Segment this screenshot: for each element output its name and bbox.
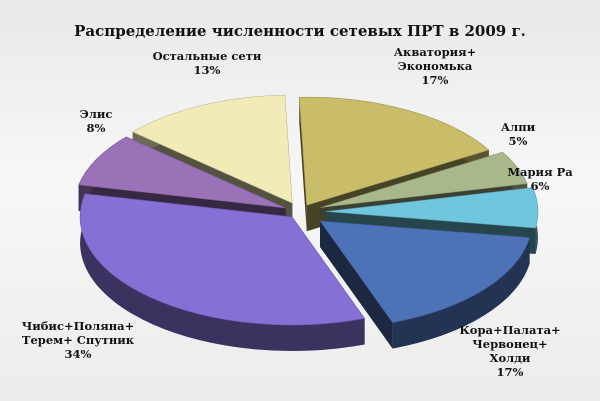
slice-percent: 13% bbox=[194, 63, 221, 77]
slice-percent: 8% bbox=[87, 121, 106, 135]
slice-name: Холди bbox=[490, 351, 531, 365]
slice-label: Элис 8% bbox=[80, 107, 113, 135]
slice-side bbox=[80, 193, 365, 351]
slice-labels: Акватория+ Экономька 17%Алпи 5%Мария Ра 6%Ко… bbox=[22, 45, 573, 379]
slice-name: Элис bbox=[80, 107, 113, 121]
slice-label: Акватория+ Экономька 17% bbox=[394, 45, 477, 87]
slice-percent: 17% bbox=[422, 73, 449, 87]
slice-label: Мария Ра 6% bbox=[507, 165, 573, 193]
slice-label: Остальные сети 13% bbox=[153, 49, 262, 77]
slice-name: Чибис+Поляна+ bbox=[22, 319, 135, 333]
pie-slice bbox=[78, 136, 286, 209]
slice-wall bbox=[320, 221, 393, 349]
pie-slice bbox=[319, 220, 530, 323]
chart-title: Распределение численности сетевых ПРТ в … bbox=[74, 22, 526, 40]
pie-slice bbox=[298, 96, 490, 206]
slice-percent: 17% bbox=[497, 365, 524, 379]
slice-label: Кора+Палата+ Червонец+ Холди 17% bbox=[459, 323, 560, 379]
slice-name: Червонец+ bbox=[472, 337, 547, 351]
pie-slice bbox=[320, 151, 528, 208]
slice-percent: 34% bbox=[65, 347, 92, 361]
slice-name: Кора+Палата+ bbox=[459, 323, 560, 337]
pie-slice bbox=[132, 94, 293, 204]
pie-slice bbox=[325, 187, 539, 229]
pie-slice bbox=[79, 193, 366, 326]
slice-tops bbox=[78, 94, 539, 326]
slice-percent: 6% bbox=[531, 179, 550, 193]
slice-label: Чибис+Поляна+ Терем+ Спутник 34% bbox=[22, 319, 135, 361]
slice-name: Мария Ра bbox=[507, 165, 573, 179]
slice-percent: 5% bbox=[509, 134, 528, 148]
slice-name: Остальные сети bbox=[153, 49, 262, 63]
slice-name: Алпи bbox=[501, 120, 536, 134]
slice-wall bbox=[299, 97, 307, 232]
slice-name: Акватория+ bbox=[394, 45, 477, 59]
slice-side bbox=[392, 237, 530, 349]
slice-name: Экономька bbox=[398, 59, 473, 73]
slice-label: Алпи 5% bbox=[501, 120, 536, 148]
slice-name: Терем+ Спутник bbox=[22, 333, 135, 347]
